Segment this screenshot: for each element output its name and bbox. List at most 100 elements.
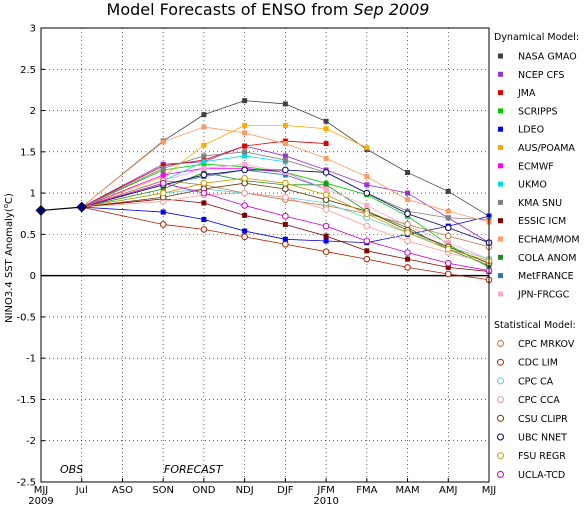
x-tick-label: JFM [316, 485, 334, 496]
y-axis-ticks: 3 2.5 2 1.5 1 0.5 0 -0.5 -1 -1.5 -2 -2.5 [16, 24, 45, 489]
series-point [322, 169, 330, 176]
series-point [405, 190, 411, 196]
obs-label: OBS [60, 463, 83, 476]
series-point [282, 157, 288, 163]
series-point [323, 186, 329, 192]
y-tick-label: -0.5 [16, 312, 36, 323]
series-point [282, 212, 289, 220]
legend-item: ECMWF [498, 161, 554, 172]
x-year-label: 2009 [28, 496, 53, 507]
series-point [405, 256, 411, 262]
series-point [444, 259, 452, 267]
series-point [323, 118, 329, 124]
series-point [322, 222, 330, 230]
series-point [323, 126, 329, 132]
legend-item: CSU CLIPR [497, 414, 568, 425]
series-point [322, 191, 330, 199]
series-line [81, 163, 490, 260]
series-point [160, 209, 166, 215]
legend-label: MetFRANCE [518, 271, 574, 282]
series-line [81, 188, 490, 260]
legend-label: KMA SNU [518, 198, 562, 209]
legend-item: CPC CCA [497, 395, 560, 406]
series-point [201, 165, 207, 171]
legend: Dynamical Model: NASA GMAO NCEP CFS JMA SCRI… [494, 32, 580, 481]
series-point [364, 248, 370, 254]
series-line [81, 206, 490, 281]
x-tick-label: Jul [75, 485, 88, 496]
series-point [201, 124, 207, 130]
chart-title-date: Sep 2009 [354, 0, 430, 19]
series-line [81, 126, 490, 223]
grid [40, 27, 490, 483]
series-point [445, 208, 451, 214]
series-group [35, 98, 493, 284]
legend-label: NASA GMAO [518, 52, 577, 63]
series-cdc-lim [81, 206, 493, 284]
legend-marker [497, 396, 504, 404]
legend-item: SCRIPPS [498, 106, 558, 117]
series-point [242, 149, 248, 155]
series-point [200, 226, 208, 233]
series-point [160, 165, 166, 171]
chart-title: Model Forecasts of ENSO from Sep 2009 [107, 0, 430, 19]
legend-label: CDC LIM [518, 358, 558, 369]
series-ubc-nnet [81, 166, 493, 246]
series-line [81, 180, 490, 248]
series-point [241, 202, 248, 209]
series-line [81, 182, 490, 264]
series-point [364, 202, 370, 208]
y-tick-label: -2.5 [16, 478, 36, 489]
series-point [200, 179, 208, 187]
y-tick-label: 1.5 [20, 147, 36, 158]
observed-point [76, 201, 88, 213]
legend-item: NCEP CFS [498, 70, 564, 81]
x-year-label: 2010 [313, 496, 338, 507]
legend-label: COLA ANOM [518, 253, 576, 264]
legend-statistical-title: Statistical Model: [494, 320, 576, 331]
series-point [444, 245, 452, 253]
legend-marker [498, 181, 503, 187]
series-point [242, 212, 248, 218]
series-point [282, 236, 288, 242]
series-point [323, 182, 329, 188]
series-point [323, 233, 329, 239]
series-point [364, 145, 370, 151]
series-point [201, 153, 207, 159]
series-point [282, 153, 288, 159]
legend-label: ECHAM/MOM [518, 235, 580, 246]
series-point [160, 172, 166, 178]
series-point [160, 186, 166, 192]
series-point [242, 143, 248, 149]
y-tick-label: 0 [30, 271, 36, 282]
series-line [81, 140, 327, 208]
legend-item: ESSIC ICM [498, 216, 566, 227]
series-point [364, 182, 370, 188]
x-tick-label: NDJ [236, 485, 254, 496]
legend-label: UBC NNET [518, 433, 567, 444]
series-point [405, 197, 411, 203]
x-axis-ticks: MJJ Jul ASO SON OND NDJ DJF JFM FMA MAM AMJ MJJ2009… [28, 478, 496, 507]
series-point [363, 189, 371, 197]
series-point [404, 249, 411, 256]
legend-item: FSU REGR [497, 451, 566, 462]
legend-label: CPC MRKOV [518, 339, 575, 350]
y-tick-label: 2 [30, 106, 36, 117]
series-point [241, 174, 248, 182]
series-line [81, 100, 490, 217]
series-point [242, 161, 248, 167]
legend-item: UCLA-TCD [497, 470, 565, 481]
x-tick-label: OND [192, 485, 215, 496]
series-point [282, 166, 289, 174]
legend-marker [498, 163, 503, 169]
legend-dynamical-title: Dynamical Model: [494, 32, 579, 43]
legend-marker [498, 199, 503, 205]
legend-marker [497, 340, 504, 347]
x-tick-label: SON [152, 485, 174, 496]
legend-marker [497, 358, 504, 366]
legend-marker [498, 145, 503, 150]
series-point [282, 122, 288, 128]
series-point [364, 174, 370, 180]
legend-item: KMA SNU [498, 198, 562, 209]
series-point [159, 221, 167, 228]
